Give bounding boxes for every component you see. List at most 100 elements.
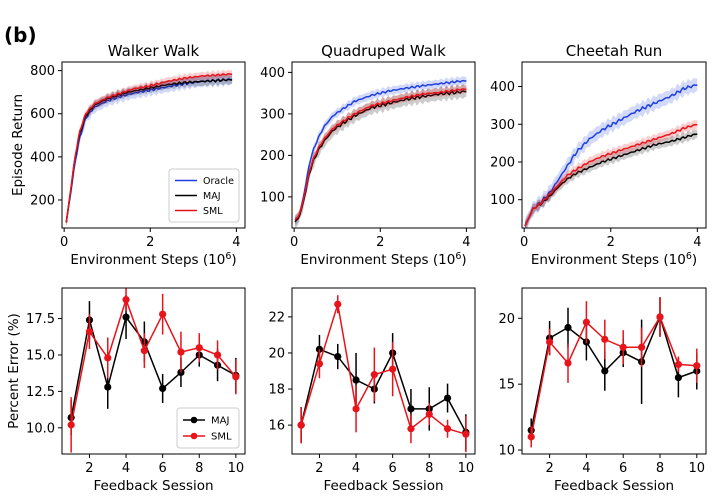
legend-marker	[190, 416, 198, 424]
x-tick-label: 2	[315, 461, 323, 476]
plot-area	[527, 297, 701, 448]
x-tick-label: 4	[232, 235, 240, 250]
data-point-sml	[564, 359, 572, 367]
chart-title: Cheetah Run	[566, 42, 663, 60]
data-point-sml	[443, 425, 452, 433]
y-tick-label: 20	[498, 312, 515, 327]
x-tick-label: 4	[462, 235, 470, 250]
series-line-sml	[300, 303, 467, 435]
data-point-maj	[122, 313, 130, 321]
axes-frame	[61, 61, 246, 229]
x-tick-label: 10	[689, 461, 706, 476]
data-point-sml	[693, 362, 701, 370]
data-point-sml	[352, 405, 360, 413]
x-tick-label: 10	[228, 461, 245, 476]
data-point-sml	[389, 365, 397, 373]
y-axis-label: Percent Error (%)	[6, 313, 22, 429]
data-point-sml	[546, 338, 554, 346]
data-point-maj	[104, 383, 112, 391]
data-point-maj	[352, 376, 360, 384]
series-line-maj	[530, 314, 698, 431]
y-tick-label: 300	[490, 118, 515, 133]
x-tick-label: 4	[693, 235, 701, 250]
y-tick-label: 300	[260, 107, 285, 122]
x-tick-label: 4	[582, 461, 590, 476]
data-point-sml	[122, 296, 130, 304]
data-point-sml	[527, 433, 535, 441]
y-tick-label: 15	[498, 378, 515, 393]
data-point-sml	[334, 300, 342, 308]
x-axis-label: Environment Steps (106)	[531, 251, 697, 268]
panel-label: (b)	[4, 23, 37, 47]
chart-1: Walker Walk 0 2 4 200 400 600 800 Environment St…	[10, 42, 246, 268]
y-tick-label: 15.0	[26, 348, 55, 363]
x-tick-label: 2	[85, 461, 93, 476]
data-point-sml	[195, 344, 203, 352]
axes-frame	[291, 61, 476, 229]
data-point-sml	[425, 410, 433, 418]
series-line-sml	[530, 315, 697, 438]
data-point-sml	[213, 351, 222, 359]
y-tick-label: 600	[30, 107, 55, 122]
data-point-sml	[674, 360, 683, 369]
data-point-maj	[334, 352, 342, 361]
y-axis-label: Episode Return	[10, 94, 26, 196]
x-axis-label: Feedback Session	[93, 478, 213, 494]
series-band-maj	[525, 129, 698, 228]
legend-box	[168, 168, 240, 223]
axes-frame	[61, 287, 246, 455]
y-tick-label: 100	[260, 190, 285, 205]
plot-area	[524, 77, 698, 228]
legend-label: SML	[211, 432, 232, 443]
legend-label: SML	[203, 206, 223, 217]
axes-frame	[521, 61, 707, 229]
y-tick-label: 10	[498, 444, 515, 459]
chart-title: Walker Walk	[108, 42, 200, 60]
chart-2: Quadruped Walk 0 2 4 100 200 300 400 Environment…	[260, 42, 476, 268]
y-tick-label: 400	[490, 80, 515, 95]
axes-frame	[291, 287, 476, 455]
y-tick-label: 18	[268, 383, 285, 398]
legend-label: MAJ	[211, 416, 229, 427]
legend: MAJ SML	[176, 407, 240, 449]
data-point-sml	[159, 310, 167, 318]
data-point-maj	[159, 384, 167, 393]
series-band-oracle	[295, 76, 467, 226]
chart-6: 2 4 6 8 10 10 15 20 Feedback Session	[498, 287, 707, 494]
data-point-sml	[582, 318, 591, 326]
chart-title: Quadruped Walk	[321, 42, 446, 60]
chart-3: Cheetah Run 0 2 4 100 200 300 400 Environment St…	[490, 42, 707, 268]
legend: Oracle MAJ SML	[168, 168, 240, 223]
data-point-sml	[232, 373, 240, 381]
x-axis-label: Feedback Session	[554, 478, 674, 494]
y-tick-label: 400	[260, 66, 285, 81]
series-line-sml	[524, 123, 698, 227]
series-line-oracle	[524, 84, 698, 227]
series-band-maj	[295, 84, 467, 228]
plot-area	[294, 76, 467, 228]
x-tick-label: 4	[122, 461, 130, 476]
series-line-maj	[294, 90, 467, 223]
x-axis-label: Feedback Session	[323, 478, 443, 494]
data-point-sml	[370, 371, 378, 379]
y-tick-label: 400	[30, 150, 55, 165]
axes-frame	[521, 287, 707, 455]
series-line-maj	[70, 315, 237, 418]
x-tick-label: 6	[159, 461, 167, 476]
x-tick-label: 2	[376, 235, 384, 250]
x-axis-label: Environment Steps (106)	[300, 251, 466, 268]
x-axis-label: Environment Steps (106)	[70, 251, 236, 268]
legend-label: MAJ	[203, 191, 221, 202]
data-point-maj	[407, 405, 415, 413]
series-line-maj	[524, 133, 698, 227]
y-tick-label: 20	[268, 346, 285, 361]
series-band-sml	[525, 120, 698, 228]
y-tick-label: 22	[268, 310, 285, 325]
x-tick-label: 2	[146, 235, 154, 250]
x-tick-label: 8	[425, 461, 433, 476]
x-tick-label: 4	[352, 461, 360, 476]
x-tick-label: 6	[389, 461, 397, 476]
data-point-maj	[674, 373, 683, 382]
data-point-sml	[140, 347, 148, 355]
